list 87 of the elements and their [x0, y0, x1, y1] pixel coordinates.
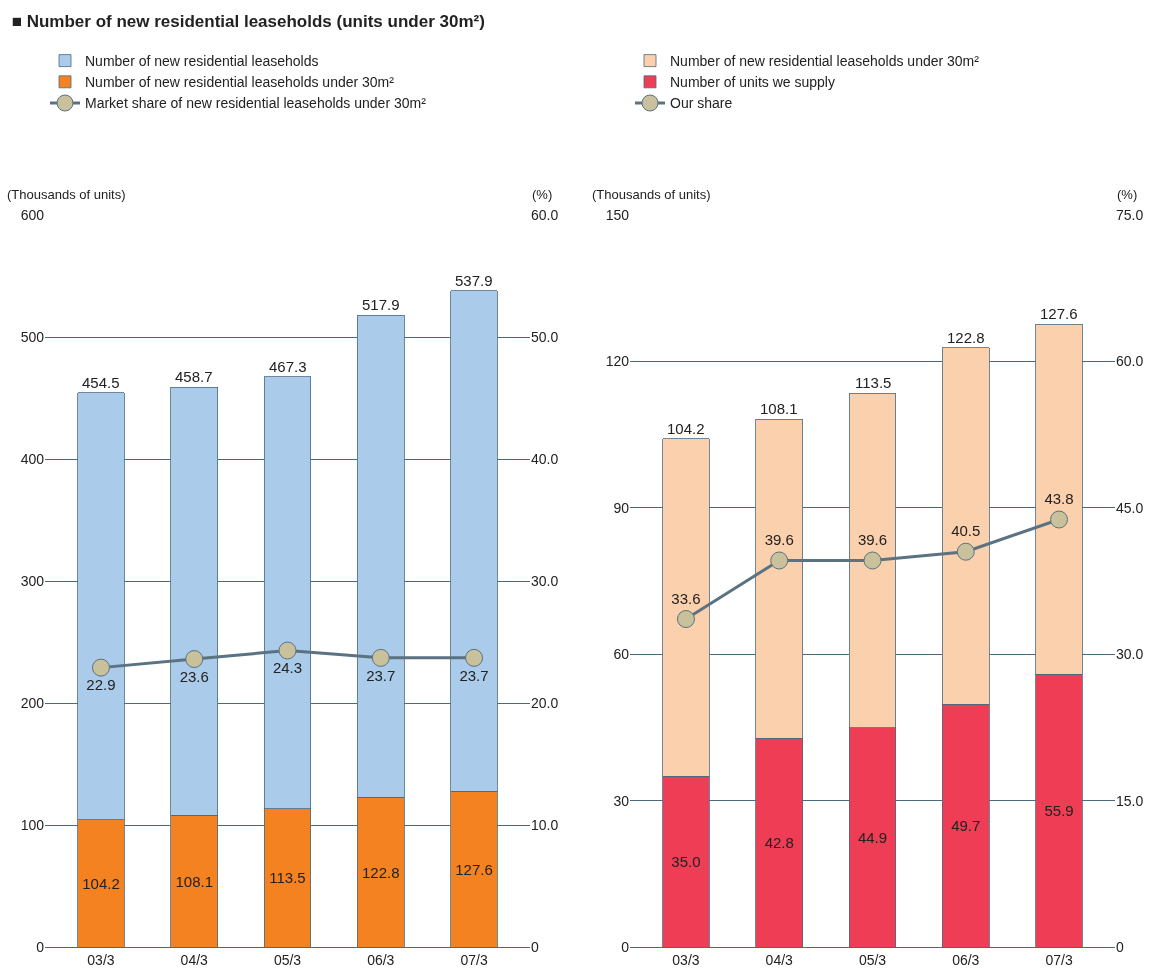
point — [863, 551, 882, 570]
x-tick-label: 04/3 — [180, 951, 209, 968]
chart-title: ■ Number of new residential leaseholds (units under 30m²) — [11, 11, 485, 31]
y-axis-title: (Thousands of units) — [592, 187, 711, 202]
data-label: 40.5 — [951, 522, 981, 540]
y-tick-label: 100 — [20, 816, 45, 833]
data-label: 127.6 — [455, 860, 493, 878]
y2-tick-label: 50.0 — [531, 328, 559, 345]
y2-tick-label: 0 — [1116, 938, 1124, 955]
y2-axis-title: (%) — [532, 187, 553, 202]
x-tick-label: 05/3 — [273, 951, 302, 968]
point — [676, 610, 695, 629]
point — [185, 650, 204, 669]
total-label: 122.8 — [947, 329, 985, 346]
point — [770, 551, 789, 570]
y-tick-label: 60 — [613, 646, 630, 663]
y2-tick-label: 45.0 — [1116, 499, 1144, 516]
y-tick-label: 120 — [605, 353, 630, 370]
total-label: 537.9 — [455, 272, 493, 289]
legend-label: Number of new residential leaseholds under 30m² — [670, 53, 980, 70]
total-label: 108.1 — [760, 400, 798, 417]
y-tick-label: 400 — [20, 450, 45, 467]
data-label: 55.9 — [1044, 802, 1074, 820]
x-tick-label: 07/3 — [1045, 951, 1073, 968]
y-axis-title: (Thousands of units) — [7, 187, 126, 202]
data-label: 108.1 — [175, 872, 213, 890]
data-label: 23.7 — [459, 666, 489, 684]
y2-tick-label: 30.0 — [531, 572, 559, 589]
data-label: 43.8 — [1044, 490, 1074, 508]
y2-tick-label: 60.0 — [531, 206, 559, 223]
y-tick-label: 30 — [613, 792, 630, 809]
point — [1050, 510, 1069, 529]
legend-label: Number of new residential leaseholds under 30m² — [85, 74, 395, 91]
y2-tick-label: 60.0 — [1116, 353, 1144, 370]
total-label: 113.5 — [855, 374, 892, 391]
data-label: 35.0 — [671, 853, 701, 871]
y-tick-label: 500 — [20, 328, 45, 345]
total-label: 517.9 — [362, 296, 400, 313]
total-label: 104.2 — [667, 420, 705, 437]
y-tick-label: 600 — [20, 206, 45, 223]
legend-label: Market share of new residential leaseholds under 30m² — [85, 95, 427, 112]
legend-label: Our share — [670, 95, 733, 112]
x-tick-label: 05/3 — [858, 951, 887, 968]
point — [91, 658, 110, 677]
point — [371, 648, 390, 667]
y2-tick-label: 0 — [531, 938, 539, 955]
point — [956, 542, 975, 561]
y2-tick-label: 15.0 — [1116, 792, 1144, 809]
data-label: 24.3 — [272, 659, 303, 677]
data-label: 122.8 — [362, 863, 400, 881]
y2-tick-label: 10.0 — [531, 816, 559, 833]
total-label: 458.7 — [175, 368, 213, 385]
legend-label: Number of units we supply — [670, 74, 835, 91]
y-tick-label: 0 — [621, 938, 630, 955]
data-label: 39.6 — [857, 531, 888, 549]
data-label: 23.7 — [366, 666, 396, 684]
point — [278, 641, 297, 660]
x-tick-label: 06/3 — [952, 951, 980, 968]
point — [465, 648, 484, 667]
data-label: 22.9 — [86, 676, 116, 694]
y2-tick-label: 75.0 — [1116, 206, 1144, 223]
legend-label: Number of new residential leaseholds — [85, 53, 319, 70]
data-label: 113.5 — [269, 869, 306, 887]
data-label: 49.7 — [951, 817, 981, 835]
y2-axis-title: (%) — [1117, 187, 1138, 202]
y-tick-label: 0 — [36, 938, 45, 955]
x-tick-label: 03/3 — [672, 951, 700, 968]
data-label: 44.9 — [857, 828, 888, 846]
y2-tick-label: 30.0 — [1116, 646, 1144, 663]
x-tick-label: 07/3 — [460, 951, 488, 968]
y2-tick-label: 20.0 — [531, 694, 559, 711]
y-tick-label: 300 — [20, 572, 45, 589]
y-tick-label: 200 — [20, 694, 45, 711]
y-tick-label: 90 — [613, 499, 630, 516]
y2-tick-label: 40.0 — [531, 450, 559, 467]
x-tick-label: 04/3 — [765, 951, 794, 968]
data-label: 42.8 — [764, 834, 794, 852]
total-label: 467.3 — [269, 358, 307, 375]
data-label: 33.6 — [671, 589, 701, 607]
data-label: 23.6 — [179, 667, 209, 685]
total-label: 127.6 — [1040, 305, 1078, 322]
data-label: 104.2 — [82, 874, 120, 892]
x-tick-label: 03/3 — [87, 951, 115, 968]
data-label: 39.6 — [764, 531, 794, 549]
x-tick-label: 06/3 — [367, 951, 395, 968]
y-tick-label: 150 — [605, 206, 630, 223]
total-label: 454.5 — [82, 374, 120, 391]
